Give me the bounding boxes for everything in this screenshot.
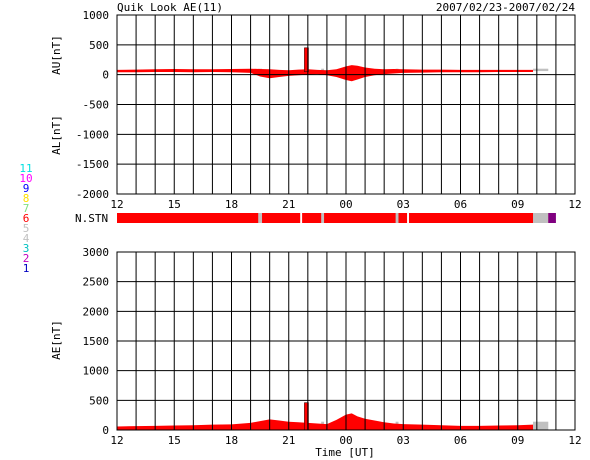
au-al-series: [117, 65, 534, 82]
x-tick-label: 12: [110, 198, 123, 211]
x-tick-label: 21: [282, 198, 295, 211]
legend-station-count: 3: [23, 242, 30, 255]
y-tick-label: 500: [89, 394, 109, 407]
ae-series: [117, 413, 534, 430]
y-tick-label: -500: [83, 99, 110, 112]
y-tick-label: -2000: [76, 188, 109, 201]
x-tick-label: 06: [454, 434, 467, 447]
y-tick-label: -1500: [76, 158, 109, 171]
x-tick-label: 21: [282, 434, 295, 447]
plot-frame: [116, 14, 576, 195]
station-bar-gap: [407, 213, 409, 223]
x-tick-label: 03: [397, 434, 410, 447]
legend-station-count: 8: [23, 192, 30, 205]
x-tick-label: 09: [511, 434, 524, 447]
x-tick-label: 18: [225, 198, 238, 211]
x-tick-label: 18: [225, 434, 238, 447]
au-axis-label: AU[nT]: [50, 35, 63, 75]
y-tick-label: 1500: [83, 335, 110, 348]
legend-station-count: 10: [19, 172, 32, 185]
missing-data: [533, 421, 549, 430]
station-bar-purple: [548, 213, 556, 223]
x-tick-label: 09: [511, 198, 524, 211]
station-bar-gap: [395, 213, 399, 223]
y-tick-label: 1000: [83, 365, 110, 378]
legend-station-count: 6: [23, 212, 30, 225]
legend-station-count: 2: [23, 252, 30, 265]
station-bar-gap: [258, 213, 263, 223]
x-tick-label: 12: [110, 434, 123, 447]
y-tick-label: 1000: [83, 9, 110, 22]
legend-station-count: 5: [23, 222, 30, 235]
station-bar-gap: [321, 213, 325, 223]
x-tick-label: 12: [568, 434, 581, 447]
legend-station-count: 11: [19, 162, 32, 175]
al-axis-label: AL[nT]: [50, 115, 63, 155]
missing-data: [321, 68, 325, 72]
y-tick-label: 0: [102, 69, 109, 82]
x-tick-label: 00: [339, 434, 352, 447]
x-tick-label: 12: [568, 198, 581, 211]
station-bar-data: [117, 213, 549, 223]
station-bar-gap: [533, 213, 549, 223]
legend-station-count: 7: [23, 202, 30, 215]
legend-station-count: 1: [23, 262, 30, 275]
station-bar: [117, 213, 556, 223]
x-tick-label: 15: [168, 198, 181, 211]
station-label: N.STN: [75, 212, 108, 225]
x-tick-label: 15: [168, 434, 181, 447]
legend-station-count: 4: [23, 232, 30, 245]
missing-data: [533, 68, 549, 72]
date-range: 2007/02/23-2007/02/24: [436, 1, 575, 14]
x-tick-label: 06: [454, 198, 467, 211]
legend-station-count: 9: [23, 182, 30, 195]
ae-axis-label: AE[nT]: [50, 320, 63, 360]
y-tick-label: 2000: [83, 305, 110, 318]
x-tick-label: 03: [397, 198, 410, 211]
y-tick-label: 2500: [83, 276, 110, 289]
station-bar-gap: [300, 213, 303, 223]
plot-frame: [116, 251, 576, 431]
y-tick-label: -1000: [76, 128, 109, 141]
y-tick-label: 3000: [83, 246, 110, 259]
y-tick-label: 0: [102, 424, 109, 437]
chart-title: Quik Look AE(11): [117, 1, 223, 14]
x-axis-label: Time [UT]: [315, 446, 375, 459]
x-tick-label: 00: [339, 198, 352, 211]
y-tick-label: 500: [89, 39, 109, 52]
au-spike: [304, 47, 309, 72]
